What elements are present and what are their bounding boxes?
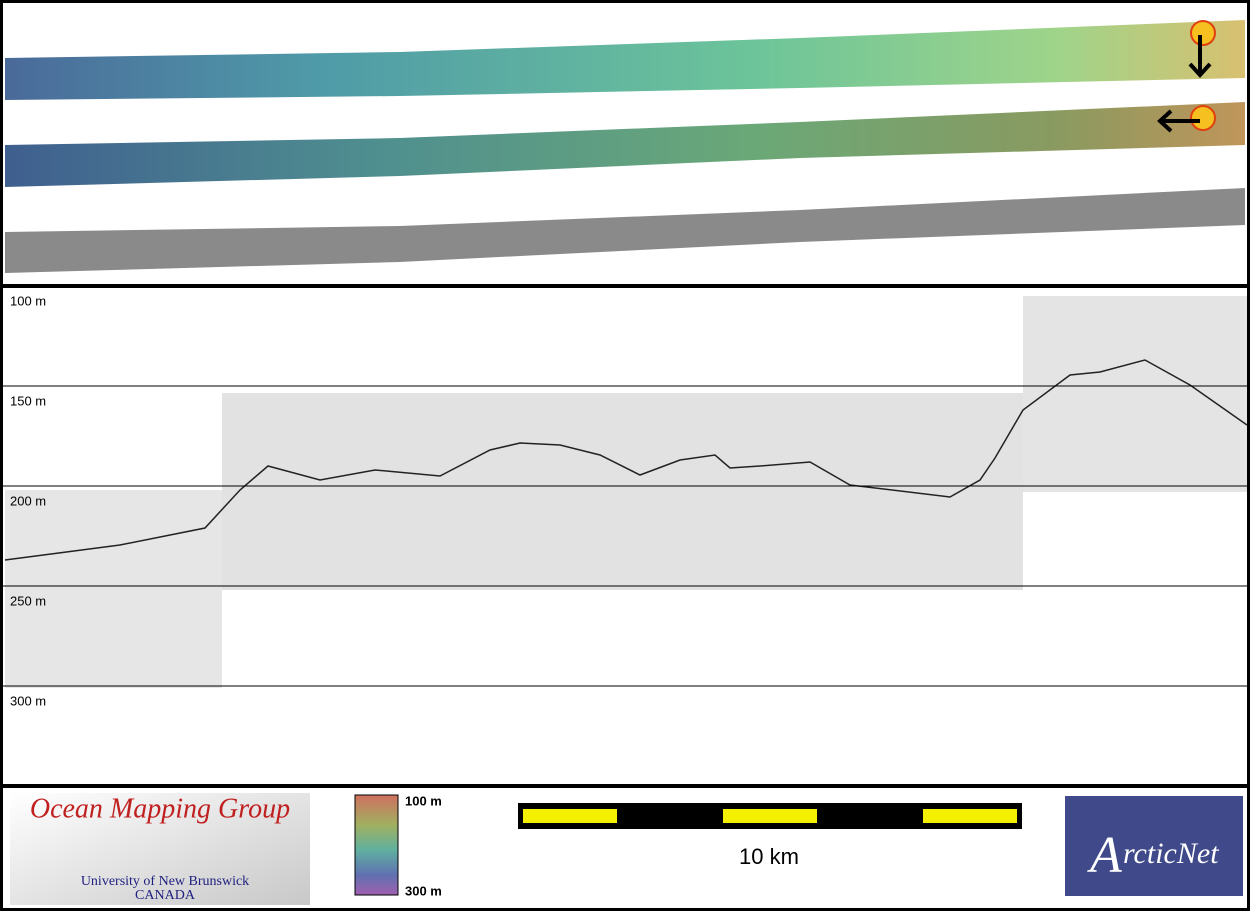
omg-university: University of New Brunswick	[81, 874, 249, 889]
depth-label: 150 m	[10, 393, 46, 408]
seabed-profile	[4, 359, 1248, 561]
sun-icon	[1157, 20, 1216, 133]
divider	[0, 284, 1250, 288]
omg-country: CANADA	[135, 888, 196, 903]
seismic-panel	[222, 393, 1023, 590]
arcticnet-text: rcticNet	[1123, 837, 1219, 870]
scale-segment	[723, 809, 817, 823]
depth-label: 300 m	[10, 693, 46, 708]
bathymetry-swath	[5, 20, 1245, 100]
depth-label: 200 m	[10, 493, 46, 508]
scale-segment	[923, 809, 1017, 823]
depth-label: 100 m	[10, 293, 46, 308]
omg-title: Ocean Mapping Group	[30, 793, 290, 824]
seismic-panel	[5, 490, 222, 688]
arcticnet-logo	[1065, 796, 1243, 896]
divider	[0, 784, 1250, 788]
arcticnet-initial: A	[1087, 827, 1122, 884]
scale-label: 10 km	[739, 844, 799, 869]
backscatter-swath	[5, 102, 1245, 187]
depth-label: 250 m	[10, 593, 46, 608]
depth-grid: 100 m 150 m 200 m 250 m 300 m	[3, 293, 1247, 708]
colorbar-top-label: 100 m	[405, 793, 442, 808]
scale-segment	[523, 809, 617, 823]
colorbar-bottom-label: 300 m	[405, 883, 442, 898]
omg-logo	[10, 793, 310, 905]
colorbar	[354, 794, 399, 896]
seismic-panel	[1023, 296, 1247, 492]
sidescan-swath	[5, 188, 1245, 273]
